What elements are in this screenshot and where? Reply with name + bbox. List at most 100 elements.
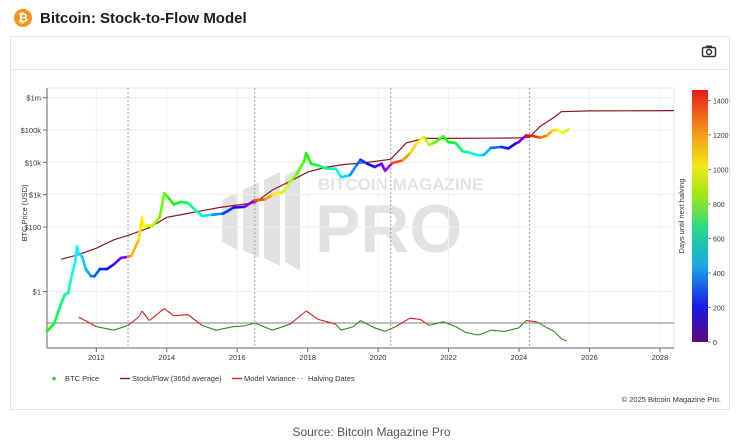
toolbar-divider [11,69,729,70]
x-tick-label: 2022 [440,353,457,362]
copyright-text: © 2025 Bitcoin Magazine Pro. [622,395,721,404]
btc-price-segment [253,197,267,202]
btc-price-segment [112,256,123,266]
model-variance-segment [420,318,430,326]
btc-price-segment [242,198,257,209]
y-axis-label: BTC Price (USD) [20,184,29,242]
btc-price-segment [271,190,285,196]
model-variance-segment [78,316,97,328]
model-variance-segment [553,331,562,339]
btc-price-segment [561,128,570,135]
colorbar-label: Days until next halving [677,178,686,253]
model-variance-segment [289,310,307,325]
btc-price-segment [295,159,306,175]
model-variance-segment [360,320,375,329]
model-variance-segment [233,325,245,328]
model-variance-segment [429,321,444,326]
page-title: Bitcoin: Stock-to-Flow Model [40,9,247,27]
btc-price-segment [193,208,204,218]
btc-price-segment [334,167,343,179]
header: ₿ Bitcoin: Stock-to-Flow Model [14,8,247,28]
btc-price-segment [359,158,369,166]
x-tick-label: 2012 [88,353,105,362]
btc-price-segment [517,134,528,144]
x-tick-label: 2024 [511,353,528,362]
model-variance-segment [148,308,165,322]
btc-price-segment [70,261,77,278]
btc-price-segment [401,152,412,162]
btc-price-segment [105,263,116,271]
model-variance-segment [374,327,386,332]
watermark: BITCOIN MAGAZINE PRO [222,168,483,270]
btc-price-segment [415,135,426,145]
btc-price-segment [232,205,246,209]
colorbar-tick-label: 600 [713,236,725,243]
model-variance-segment [244,322,255,327]
x-tick-label: 2028 [652,353,669,362]
legend-swatch-btc-price [52,376,56,381]
model-variance-segment [340,326,354,331]
btc-price-segment [482,146,493,157]
model-variance-segment [443,321,456,328]
model-variance-segment [478,329,492,336]
btc-price-segment [45,322,56,333]
y-tick-label: $10k [25,158,42,167]
watermark-line2: PRO [315,191,462,267]
btc-price-segment [200,213,214,218]
btc-price-segment [348,163,359,177]
x-tick-label: 2020 [370,353,387,362]
colorbar-tick-label: 0 [713,340,717,347]
btc-price-segment [383,161,394,173]
btc-price-segment [264,193,274,201]
model-variance-segment [518,320,527,329]
legend: BTC Price Stock/Flow (365d average) Model … [52,374,355,383]
btc-price-segment [186,201,197,211]
model-variance-segment [455,326,467,334]
btc-price-segment [507,142,517,150]
btc-price-segment [158,192,166,219]
camera-icon[interactable] [701,43,717,59]
legend-label-model-variance: Model Variance [244,374,296,383]
colorbar-tick-label: 1200 [713,133,729,140]
model-variance-segment [318,318,336,325]
btc-price-segment [211,212,225,217]
model-variance-segment [490,329,505,332]
btc-price-segment [140,215,146,229]
model-variance-segment [138,310,143,318]
btc-price-segment [441,135,450,144]
btc-price-segment [468,151,480,157]
btc-price-segment [422,135,431,147]
legend-label-halving-dates: Halving Dates [308,374,355,383]
model-variance-segment [187,314,203,326]
source-caption: Source: Bitcoin Magazine Pro [292,425,451,439]
model-variance-segment [127,316,139,326]
model-variance-segment [395,317,411,328]
y-tick-label: $1 [33,288,41,297]
model-variance-segment [384,326,396,332]
btc-price-segment [489,145,503,150]
btc-price-segment [58,293,66,310]
model-variance-segment [215,326,234,331]
btc-price-segment [167,196,176,206]
x-tick-label: 2016 [229,353,246,362]
bitcoin-icon: ₿ [14,9,32,27]
model-variance-segment [173,314,188,317]
model-variance-segment [525,320,537,323]
btc-price-segment [151,215,162,227]
model-variance-segment [561,338,567,342]
y-tick-label: $100 [24,223,41,232]
btc-price-segment [339,173,352,179]
btc-price-segment [433,135,445,145]
model-variance-segment [141,310,150,321]
btc-price-segment [408,141,419,155]
model-variance-segment [335,323,342,331]
plot-area: $1 $100 $1k $10k $100k $1m 2012 2014 2016 2018 202… [20,87,729,362]
colorbar-tick-label: 200 [713,305,725,312]
btc-price-segment [221,206,235,215]
model-variance-segment [353,320,361,328]
colorbar [692,90,708,342]
btc-price-segment [454,141,464,153]
y-tick-label: $100k [21,126,42,135]
colorbar-tick-label: 1400 [713,98,729,105]
